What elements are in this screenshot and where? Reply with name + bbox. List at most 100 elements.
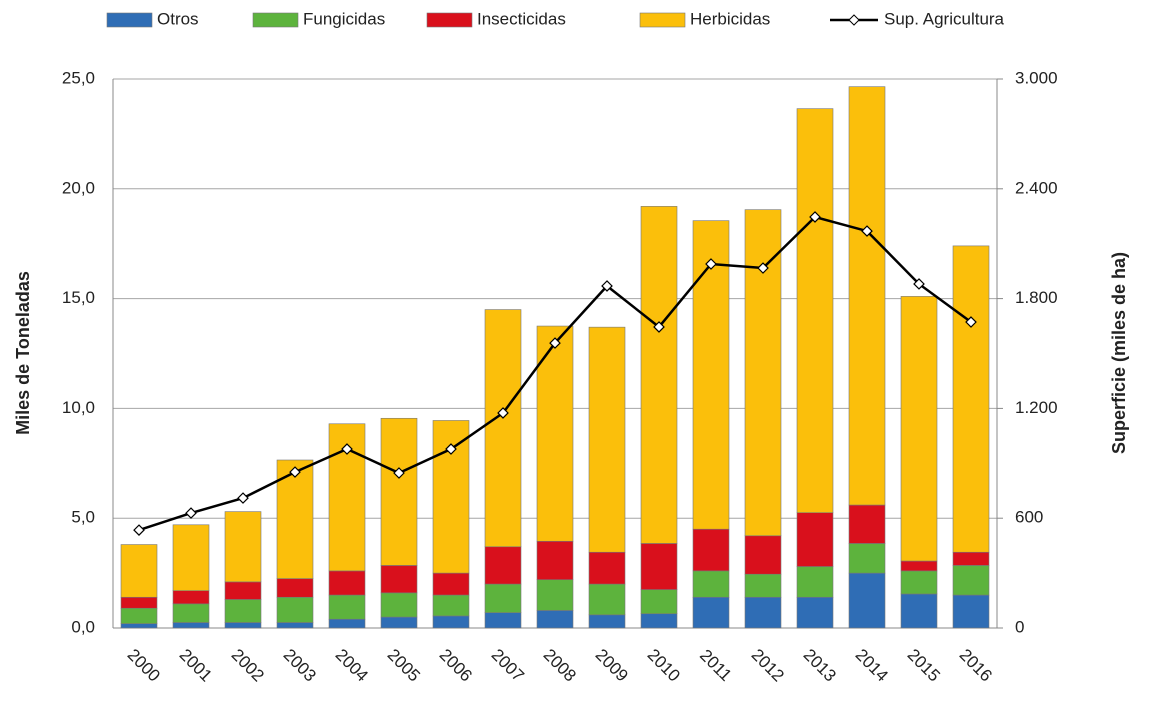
bar-segment	[848, 86, 886, 506]
y2-axis-title: Superficie (miles de ha)	[1109, 252, 1129, 454]
bar-segment	[120, 596, 158, 609]
y-tick-label: 0,0	[71, 617, 95, 636]
legend-swatch	[252, 12, 299, 28]
line-marker	[653, 321, 665, 333]
y2-tick-label: 0	[1015, 617, 1024, 636]
x-tick-label: 2005	[384, 645, 424, 685]
bar-segment	[380, 417, 418, 566]
bar-segment	[224, 511, 262, 583]
bar-segment	[536, 579, 574, 611]
line-marker	[965, 316, 977, 328]
legend-label: Sup. Agricultura	[884, 9, 1005, 28]
x-tick-label: 2011	[696, 646, 735, 685]
y2-tick-label: 2.400	[1015, 178, 1058, 197]
bar-segment	[224, 581, 262, 600]
bar-segment	[952, 565, 990, 596]
line-marker	[237, 492, 249, 504]
legend-label: Fungicidas	[303, 9, 385, 28]
x-tick-label: 2015	[904, 645, 944, 685]
bar-segment	[536, 325, 574, 542]
bar-segment	[640, 613, 678, 629]
bar-segment	[276, 578, 314, 598]
bar-segment	[692, 220, 730, 530]
bar-segment	[432, 615, 470, 629]
bar-segment	[640, 543, 678, 590]
bar-segment	[796, 512, 834, 567]
bar-segment	[380, 616, 418, 629]
line-marker	[809, 211, 821, 223]
bar-segment	[432, 594, 470, 617]
y-tick-label: 10,0	[62, 398, 95, 417]
bar-segment	[640, 589, 678, 615]
bar-segment	[900, 296, 938, 562]
y-tick-label: 5,0	[71, 508, 95, 527]
bar-segment	[172, 622, 210, 629]
bar-segment	[380, 565, 418, 594]
legend-marker	[848, 14, 860, 26]
line-marker	[393, 467, 405, 479]
y-tick-label: 25,0	[62, 68, 95, 87]
bar-segment	[172, 603, 210, 623]
bar-segment	[380, 592, 418, 618]
line-marker	[549, 337, 561, 349]
bar-segment	[848, 504, 886, 544]
bar-segment	[952, 245, 990, 553]
x-tick-label: 2001	[176, 645, 216, 685]
line-marker	[861, 225, 873, 237]
y-tick-label: 15,0	[62, 288, 95, 307]
bar-segment	[120, 623, 158, 629]
x-tick-label: 2012	[748, 645, 788, 685]
bar-segment	[744, 209, 782, 537]
bar-segment	[588, 551, 626, 585]
bar-segment	[120, 544, 158, 598]
legend-swatch	[639, 12, 686, 28]
x-tick-label: 2000	[124, 645, 164, 685]
line-marker	[705, 258, 717, 270]
x-tick-label: 2008	[540, 645, 580, 685]
bar-segment	[900, 560, 938, 572]
bar-segment	[172, 590, 210, 605]
bar-segment	[848, 543, 886, 574]
legend-swatch	[106, 12, 153, 28]
x-tick-label: 2003	[280, 645, 320, 685]
line-marker	[289, 466, 301, 478]
bar-segment	[796, 596, 834, 629]
bar-segment	[484, 612, 522, 629]
line-marker	[185, 507, 197, 519]
x-tick-label: 2010	[644, 645, 684, 685]
legend-label: Otros	[157, 9, 199, 28]
bar-segment	[692, 528, 730, 572]
x-tick-label: 2004	[332, 645, 372, 685]
x-tick-label: 2002	[228, 645, 268, 685]
bar-segment	[536, 610, 574, 629]
bar-segment	[172, 524, 210, 591]
y2-tick-label: 1.200	[1015, 398, 1058, 417]
bar-segment	[588, 614, 626, 629]
y-axis-title: Miles de Toneladas	[13, 271, 33, 435]
line-marker	[601, 280, 613, 292]
bar-segment	[224, 622, 262, 629]
y2-tick-label: 600	[1015, 508, 1043, 527]
line-marker	[497, 407, 509, 419]
bar-segment	[692, 596, 730, 629]
bar-segment	[796, 566, 834, 598]
bar-segment	[328, 618, 366, 629]
bar-segment	[588, 326, 626, 553]
x-tick-label: 2013	[800, 645, 840, 685]
bar-segment	[744, 535, 782, 575]
line-marker	[913, 278, 925, 290]
bar-segment	[484, 546, 522, 585]
bar-segment	[744, 596, 782, 629]
bar-segment	[536, 540, 574, 580]
x-tick-label: 2007	[488, 645, 528, 685]
bar-segment	[900, 570, 938, 595]
y2-tick-label: 1.800	[1015, 288, 1058, 307]
bar-segment	[224, 599, 262, 623]
bar-segment	[432, 572, 470, 596]
bar-segment	[848, 572, 886, 629]
bar-segment	[120, 607, 158, 624]
bar-segment	[900, 593, 938, 629]
bar-segment	[276, 622, 314, 629]
bar-segment	[796, 108, 834, 514]
